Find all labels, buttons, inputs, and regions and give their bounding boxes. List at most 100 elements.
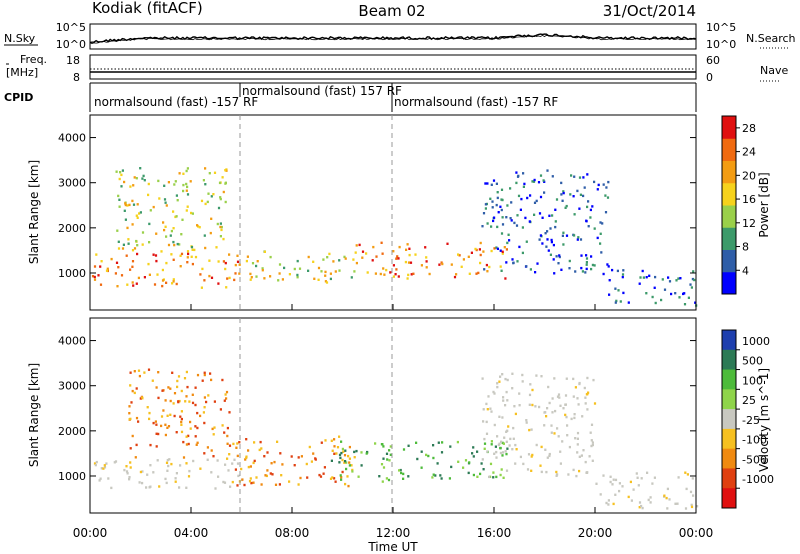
data-cell [169,234,172,237]
data-cell [654,301,657,305]
data-cell [504,377,507,381]
data-cell [157,371,160,374]
data-cell [554,220,557,223]
data-cell [440,261,443,264]
data-cell [186,167,189,170]
data-cell [277,279,280,282]
data-cell [559,404,562,407]
data-cell [185,189,188,192]
data-cell [136,203,139,206]
data-cell [615,299,618,303]
data-cell [278,263,282,266]
data-cell [532,180,536,183]
x-tick-label: 20:00 [578,526,613,540]
data-cell [577,236,580,239]
data-cell [141,231,145,234]
data-cell [206,458,209,461]
data-cell [217,260,220,263]
data-cell [499,375,502,378]
colorbar-swatch [722,182,736,206]
data-cell [490,183,493,186]
data-cell [638,506,641,509]
data-cell [374,442,377,445]
data-cell [137,369,141,372]
data-cell [432,444,435,447]
data-cell [557,262,560,265]
data-cell [496,247,499,250]
data-cell [118,198,121,201]
data-cell [382,445,385,448]
data-cell [148,417,151,421]
data-cell [456,440,459,444]
data-cell [420,264,423,267]
data-cell [476,475,479,478]
data-cell [149,464,152,467]
data-cell [574,270,577,273]
data-cell [219,197,222,201]
data-cell [467,255,470,258]
data-cell [210,195,213,198]
data-cell [138,212,141,215]
data-cell [515,224,519,227]
data-cell [336,446,340,449]
data-cell [511,387,514,390]
data-cell [614,301,617,304]
data-cell [221,176,224,179]
data-cell [395,268,398,271]
data-cell [507,425,510,428]
data-cell [490,440,493,443]
data-cell [135,177,138,180]
data-cell [91,275,95,278]
data-cell [329,477,333,480]
data-cell [196,224,199,227]
data-cell [489,197,492,200]
data-cell [224,182,227,185]
data-cell [519,208,522,211]
data-cell [641,269,644,273]
data-cell [351,468,354,472]
data-cell [499,451,502,455]
data-cell [679,277,682,280]
data-cell [185,443,188,446]
data-cell [183,377,187,380]
data-cell [553,272,556,275]
data-cell [531,180,534,183]
data-cell [166,469,169,472]
data-cell [581,270,584,273]
data-cell [269,275,272,278]
data-cell [506,204,509,207]
data-cell [524,216,527,220]
data-cell [440,477,443,480]
data-cell [164,201,167,204]
data-cell [549,227,552,230]
data-cell [608,293,611,296]
data-cell [186,185,189,189]
data-cell [696,505,699,508]
data-cell [160,424,163,428]
data-cell [195,443,198,446]
data-cell [506,399,509,402]
data-cell [691,477,694,480]
data-cell [222,260,225,263]
data-cell [172,402,175,405]
data-cell [577,403,580,406]
freq-label-1: Freq. [20,53,47,66]
data-cell [196,373,200,377]
data-cell [317,266,321,270]
data-cell [245,259,248,263]
data-cell [260,447,263,450]
power-colorbar-label: Power [dB] [757,172,771,237]
data-cell [323,466,326,469]
data-cell [689,283,692,286]
data-cell [513,405,516,408]
data-cell [562,407,565,410]
data-cell [236,462,240,465]
freq-tick-8: 8 [73,71,80,84]
data-cell [561,234,564,237]
colorbar-swatch [722,271,736,295]
data-cell [588,455,591,458]
data-cell [236,484,239,487]
data-cell [226,434,229,438]
data-cell [667,276,670,279]
data-cell [559,462,562,465]
